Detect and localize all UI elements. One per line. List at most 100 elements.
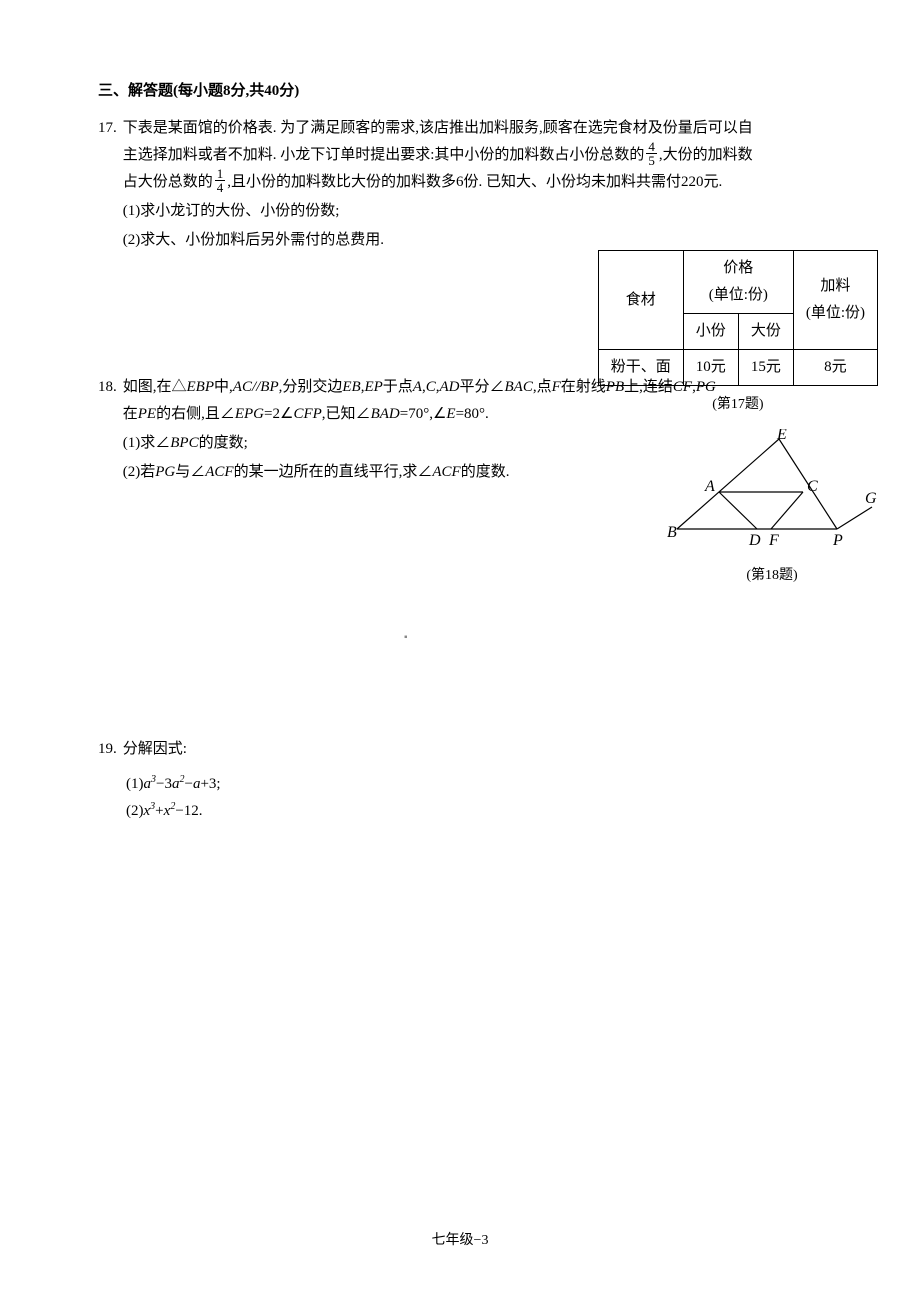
p: +3; [200,776,220,792]
m: F [552,379,561,395]
m: EP [364,379,382,395]
th-price-l2: (单位:份) [696,282,781,309]
t: 在 [123,406,138,422]
frac-den: 5 [646,154,657,167]
t: =70°,∠ [400,406,447,422]
m: EBP [187,379,215,395]
t: 与∠ [175,464,205,480]
q19-sub2: (2)x3+x2−12. [126,798,882,825]
q17-sub2: (2)求大、小份加料后另外需付的总费用. [123,227,563,254]
lbl-D: D [748,532,761,549]
q17-line2b: ,大份的加料数 [659,147,753,163]
m: CF [673,379,692,395]
dot-mark: ▪ [404,629,408,647]
t: ,分别交边 [279,379,343,395]
m: EB [342,379,360,395]
t: 如图,在△ [123,379,187,395]
problem-19: 19. 分解因式: (1)a3−3a2−a+3; (2)x3+x2−12. [98,736,882,825]
q17-line2: 主选择加料或者不加料. 小龙下订单时提出要求:其中小份的加料数占小份总数的45,… [123,142,882,169]
q18-line1: 如图,在△EBP中,AC//BP,分别交边EB,EP于点A,C,AD平分∠BAC… [123,374,882,401]
p: (1) [126,776,144,792]
th-price-l1: 价格 [696,255,781,282]
q17-line2a: 主选择加料或者不加料. 小龙下订单时提出要求:其中小份的加料数占小份总数的 [123,147,645,163]
q17-line3a: 占大份总数的 [123,174,213,190]
t: =2∠ [264,406,293,422]
m: BPC [170,435,198,451]
q19-title: 分解因式: [123,736,882,763]
t: =80°. [456,406,489,422]
p: + [155,803,163,819]
q18-caption: (第18题) [667,563,877,588]
th-add-l1: 加料 [806,273,865,300]
th-small: 小份 [683,314,738,350]
t: 于点 [383,379,413,395]
th-add-l2: (单位:份) [806,300,865,327]
q17-frac2: 14 [215,167,226,194]
frac-num: 1 [215,167,226,181]
price-table: 食材 价格 (单位:份) 加料 (单位:份) 小份 大份 粉干、面 10元 15… [598,250,878,386]
page-footer: 七年级−3 [0,1228,920,1253]
t: ,已知∠ [322,406,371,422]
q18-figure: E A C B D F P G (第18题) [667,429,877,588]
m: AD [439,379,459,395]
m: BAC [505,379,533,395]
p: − [184,776,192,792]
lbl-B: B [667,524,677,541]
m: ACF [432,464,460,480]
m: PG [155,464,175,480]
frac-num: 4 [646,140,657,154]
t: 上,连结 [624,379,673,395]
t: 的度数. [461,464,510,480]
m: ACF [205,464,233,480]
th-add: 加料 (单位:份) [793,251,877,350]
m: C [426,379,436,395]
q17-line3: 占大份总数的14,且小份的加料数比大份的加料数多6份. 已知大、小份均未加料共需… [123,169,882,196]
th-price: 价格 (单位:份) [683,251,793,314]
m: CFP [293,406,321,422]
q17-line3b: ,且小份的加料数比大份的加料数多6份. 已知大、小份均未加料共需付220元. [227,174,722,190]
t: 的某一边所在的直线平行,求∠ [234,464,433,480]
m: EPG [235,406,264,422]
t: 在射线 [561,379,606,395]
m: PE [138,406,156,422]
q18-number: 18. [98,374,117,486]
q19-number: 19. [98,736,117,763]
m: PB [606,379,624,395]
lbl-F: F [768,532,779,549]
t: 的右侧,且∠ [156,406,235,422]
q17-body: 下表是某面馆的价格表. 为了满足顾客的需求,该店推出加料服务,顾客在选完食材及份… [123,115,882,254]
q18-diagram: E A C B D F P G [667,429,877,549]
t: (1)求∠ [123,435,171,451]
m: PG [696,379,716,395]
t: 中, [214,379,233,395]
problem-18: 18. 如图,在△EBP中,AC//BP,分别交边EB,EP于点A,C,AD平分… [98,374,882,486]
q19-body: 分解因式: [123,736,882,763]
lbl-A: A [704,478,715,495]
q18-line2: 在PE的右侧,且∠EPG=2∠CFP,已知∠BAD=70°,∠E=80°. [123,401,882,428]
q17-number: 17. [98,115,117,254]
t: (2)若 [123,464,156,480]
m: E [446,406,455,422]
q19-sub1: (1)a3−3a2−a+3; [126,771,882,798]
v: a [144,776,152,792]
m: A [413,379,422,395]
lbl-P: P [832,532,843,549]
lbl-E: E [776,429,787,443]
q17-line1: 下表是某面馆的价格表. 为了满足顾客的需求,该店推出加料服务,顾客在选完食材及份… [123,115,882,142]
q17-sub1: (1)求小龙订的大份、小份的份数; [123,198,882,225]
t: ,点 [533,379,552,395]
q17-frac1: 45 [646,140,657,167]
m: BAD [371,406,400,422]
t: 的度数; [199,435,248,451]
p: −12. [175,803,202,819]
lbl-C: C [807,478,818,495]
problem-17: 17. 下表是某面馆的价格表. 为了满足顾客的需求,该店推出加料服务,顾客在选完… [98,115,882,254]
frac-den: 4 [215,181,226,194]
p: −3 [156,776,172,792]
th-food: 食材 [598,251,683,350]
t: 平分∠ [459,379,504,395]
lbl-G: G [865,490,877,507]
m: AC//BP [233,379,279,395]
section-title: 三、解答题(每小题8分,共40分) [98,78,882,105]
th-large: 大份 [738,314,793,350]
